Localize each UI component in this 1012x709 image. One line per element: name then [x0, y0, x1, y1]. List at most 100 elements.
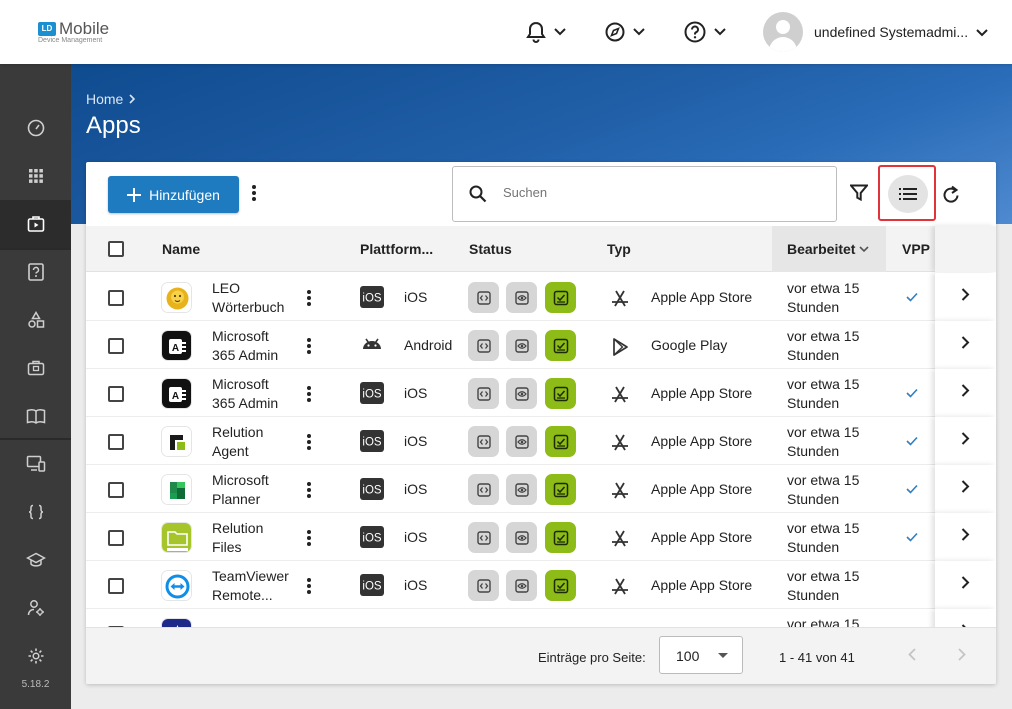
- svg-text:iOS: iOS: [362, 533, 382, 545]
- column-edited[interactable]: Bearbeitet: [772, 226, 886, 272]
- app-name[interactable]: Relution Files: [212, 520, 264, 555]
- ios-badge-icon: iOS: [360, 478, 384, 500]
- row-more-button[interactable]: [306, 529, 312, 552]
- app-store-icon: [609, 480, 631, 507]
- book-icon: [26, 409, 45, 424]
- row-more-button[interactable]: [306, 385, 312, 408]
- table-row[interactable]: Microsoft Planner iOS iOS Apple App Store vo…: [86, 465, 996, 513]
- sidebar-item-briefcase[interactable]: [0, 344, 71, 392]
- search-box[interactable]: [452, 166, 837, 222]
- sidebar-item-users[interactable]: [0, 584, 71, 632]
- table-row[interactable]: LEO Wörterbuch iOS iOS Apple App Store vor e…: [86, 273, 996, 321]
- add-button[interactable]: Hinzufügen: [108, 176, 239, 213]
- status-code-icon: [468, 282, 499, 313]
- platform-name: iOS: [404, 481, 428, 497]
- app-name[interactable]: Microsoft 365 Admin: [212, 328, 279, 363]
- table-row[interactable]: TeamViewer Remote... iOS iOS Apple App Stor…: [86, 561, 996, 609]
- briefcase-icon: [27, 360, 44, 376]
- select-all-checkbox[interactable]: [108, 226, 124, 272]
- apps-table-card: Hinzufügen Name Plattform... Status Typ …: [86, 162, 996, 684]
- more-options-button[interactable]: [251, 184, 257, 207]
- table-row[interactable]: A Microsoft 365 Admin iOS iOS Apple App Stor…: [86, 369, 996, 417]
- row-open-button[interactable]: [935, 321, 996, 369]
- sidebar-item-book[interactable]: [0, 392, 71, 440]
- apps-grid-icon: [28, 169, 43, 183]
- ios-badge-icon: iOS: [360, 574, 384, 596]
- row-checkbox[interactable]: [108, 386, 124, 402]
- row-checkbox[interactable]: [108, 626, 124, 627]
- row-open-button[interactable]: [935, 609, 996, 627]
- ios-badge-icon: iOS: [360, 430, 384, 452]
- sidebar-item-apps[interactable]: [0, 200, 71, 248]
- platform-name: iOS: [404, 577, 428, 593]
- row-checkbox[interactable]: [108, 578, 124, 594]
- more-vert-icon: [306, 434, 312, 455]
- row-more-button[interactable]: [306, 577, 312, 600]
- sidebar-item-apps-grid[interactable]: [0, 152, 71, 200]
- breadcrumb-home[interactable]: Home: [86, 91, 124, 107]
- table-row[interactable]: vor etwa 15: [86, 609, 996, 627]
- help-icon: [684, 21, 706, 43]
- per-page-select[interactable]: 100: [659, 636, 743, 674]
- row-checkbox[interactable]: [108, 338, 124, 354]
- table-row[interactable]: Relution Files iOS iOS Apple App Store vor e…: [86, 513, 996, 561]
- row-open-button[interactable]: [935, 465, 996, 513]
- help-button[interactable]: [684, 18, 726, 46]
- sidebar-item-dashboard[interactable]: [0, 104, 71, 152]
- sidebar-item-settings[interactable]: [0, 632, 71, 680]
- row-checkbox[interactable]: [108, 290, 124, 306]
- sidebar-item-school[interactable]: [0, 536, 71, 584]
- filter-icon: [848, 184, 870, 202]
- row-open-button[interactable]: [935, 513, 996, 561]
- column-vpp[interactable]: VPP: [902, 241, 931, 257]
- sidebar-item-code[interactable]: [0, 488, 71, 536]
- row-checkbox[interactable]: [108, 434, 124, 450]
- table-row[interactable]: Relution Agent iOS iOS Apple App Store vor e…: [86, 417, 996, 465]
- user-name[interactable]: undefined Systemadmi...: [814, 24, 969, 40]
- row-open-button[interactable]: [935, 369, 996, 417]
- row-open-button[interactable]: [935, 417, 996, 465]
- app-name[interactable]: Relution Agent: [212, 424, 264, 459]
- row-checkbox[interactable]: [108, 530, 124, 546]
- sidebar-item-devices[interactable]: [0, 440, 71, 488]
- list-view-button[interactable]: [888, 175, 928, 213]
- column-type[interactable]: Typ: [607, 241, 631, 257]
- avatar[interactable]: [763, 12, 803, 52]
- chevron-down-icon: [554, 28, 566, 36]
- row-open-button[interactable]: [935, 561, 996, 609]
- vpp-check-icon: [906, 481, 918, 499]
- sidebar-item-help[interactable]: [0, 248, 71, 296]
- user-menu-chevron[interactable]: [976, 24, 988, 42]
- users-icon: [27, 600, 44, 616]
- app-name[interactable]: Microsoft Planner: [212, 472, 269, 507]
- row-open-button[interactable]: [935, 273, 996, 321]
- explore-button[interactable]: [605, 18, 645, 46]
- previous-page-button[interactable]: [908, 648, 916, 666]
- next-page-button[interactable]: [958, 648, 966, 666]
- list-view-highlight: [878, 165, 936, 221]
- app-name[interactable]: LEO Wörterbuch: [212, 280, 285, 315]
- sidebar-item-shapes[interactable]: [0, 296, 71, 344]
- column-name[interactable]: Name: [162, 241, 201, 257]
- status-preview-icon: [506, 426, 537, 457]
- row-more-button[interactable]: [306, 289, 312, 312]
- app-name[interactable]: Microsoft 365 Admin: [212, 376, 279, 411]
- notifications-button[interactable]: [526, 18, 566, 46]
- column-status[interactable]: Status: [469, 241, 512, 257]
- status-code-icon: [468, 474, 499, 505]
- actions-column-header: [935, 226, 996, 272]
- refresh-button[interactable]: [942, 185, 960, 209]
- row-checkbox[interactable]: [108, 482, 124, 498]
- row-more-button[interactable]: [306, 433, 312, 456]
- row-more-button[interactable]: [306, 481, 312, 504]
- status-code-icon: [468, 378, 499, 409]
- svg-text:iOS: iOS: [362, 293, 382, 305]
- table-row[interactable]: A Microsoft 365 Admin Android Google Play vo…: [86, 321, 996, 369]
- search-input[interactable]: [503, 185, 823, 200]
- relution-agent-icon: [161, 426, 192, 457]
- column-platform[interactable]: Plattform...: [360, 241, 434, 257]
- app-name[interactable]: TeamViewer Remote...: [212, 568, 289, 603]
- row-more-button[interactable]: [306, 337, 312, 360]
- status-preview-icon: [506, 330, 537, 361]
- filter-button[interactable]: [848, 184, 870, 206]
